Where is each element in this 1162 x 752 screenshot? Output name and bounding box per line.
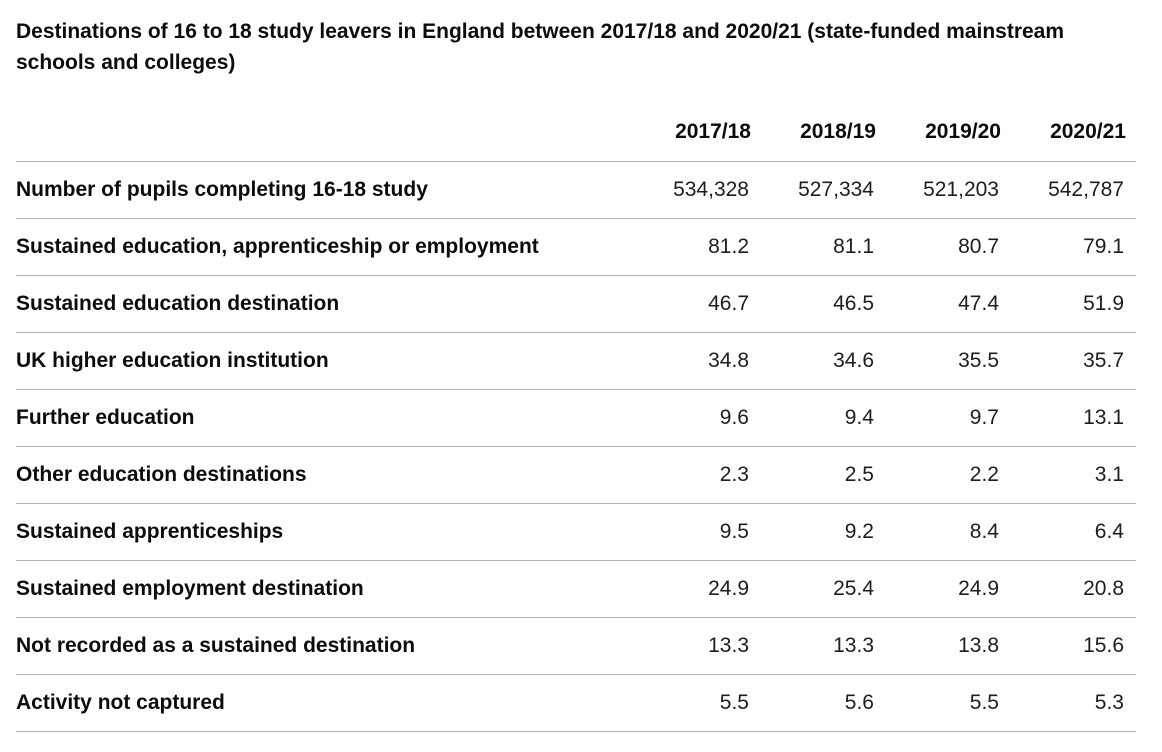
table-cell: 3.1	[1011, 446, 1136, 504]
row-label: Further education	[16, 389, 636, 447]
table-cell: 534,328	[636, 161, 761, 219]
table-cell: 13.1	[1011, 389, 1136, 447]
table-cell: 5.6	[761, 674, 886, 732]
table-cell: 2.3	[636, 446, 761, 504]
table-cell: 24.9	[886, 560, 1011, 618]
destinations-table: 2017/18 2018/19 2019/20 2020/21 Number o…	[16, 104, 1136, 732]
table-row: Sustained education destination 46.7 46.…	[16, 275, 1136, 333]
table-row: Activity not captured 5.5 5.6 5.5 5.3	[16, 674, 1136, 732]
table-cell: 35.5	[886, 332, 1011, 390]
table-cell: 527,334	[761, 161, 886, 219]
table-cell: 81.2	[636, 218, 761, 276]
column-header: 2019/20	[886, 104, 1011, 162]
table-row: Not recorded as a sustained destination …	[16, 617, 1136, 675]
header-row: 2017/18 2018/19 2019/20 2020/21	[16, 104, 1136, 162]
table-row: Other education destinations 2.3 2.5 2.2…	[16, 446, 1136, 504]
table-cell: 6.4	[1011, 503, 1136, 561]
table-row: Sustained apprenticeships 9.5 9.2 8.4 6.…	[16, 503, 1136, 561]
table-cell: 9.6	[636, 389, 761, 447]
table-cell: 34.8	[636, 332, 761, 390]
table-row: Number of pupils completing 16-18 study …	[16, 161, 1136, 219]
table-cell: 13.3	[636, 617, 761, 675]
table-cell: 34.6	[761, 332, 886, 390]
row-label: Sustained education, apprenticeship or e…	[16, 218, 636, 276]
table-caption: Destinations of 16 to 18 study leavers i…	[16, 20, 1065, 74]
table-row: Further education 9.6 9.4 9.7 13.1	[16, 389, 1136, 447]
column-header: 2020/21	[1011, 104, 1136, 162]
table-cell: 9.4	[761, 389, 886, 447]
row-label: Sustained employment destination	[16, 560, 636, 618]
table-cell: 46.7	[636, 275, 761, 333]
row-label: Other education destinations	[16, 446, 636, 504]
header-blank-cell	[16, 104, 636, 162]
table-cell: 13.8	[886, 617, 1011, 675]
table-cell: 24.9	[636, 560, 761, 618]
row-label: Activity not captured	[16, 674, 636, 732]
table-cell: 9.5	[636, 503, 761, 561]
row-label: Sustained apprenticeships	[16, 503, 636, 561]
row-label: UK higher education institution	[16, 332, 636, 390]
column-header: 2017/18	[636, 104, 761, 162]
table-cell: 521,203	[886, 161, 1011, 219]
table-cell: 9.7	[886, 389, 1011, 447]
table-cell: 81.1	[761, 218, 886, 276]
table-cell: 2.5	[761, 446, 886, 504]
row-label: Sustained education destination	[16, 275, 636, 333]
row-label: Not recorded as a sustained destination	[16, 617, 636, 675]
table-cell: 46.5	[761, 275, 886, 333]
row-label: Number of pupils completing 16-18 study	[16, 161, 636, 219]
table-cell: 51.9	[1011, 275, 1136, 333]
table-cell: 8.4	[886, 503, 1011, 561]
table-cell: 80.7	[886, 218, 1011, 276]
table-cell: 542,787	[1011, 161, 1136, 219]
table-cell: 5.5	[636, 674, 761, 732]
table-cell: 9.2	[761, 503, 886, 561]
table-cell: 79.1	[1011, 218, 1136, 276]
table-cell: 15.6	[1011, 617, 1136, 675]
table-cell: 13.3	[761, 617, 886, 675]
table-row: UK higher education institution 34.8 34.…	[16, 332, 1136, 390]
column-header: 2018/19	[761, 104, 886, 162]
table-cell: 47.4	[886, 275, 1011, 333]
table-cell: 5.5	[886, 674, 1011, 732]
table-cell: 20.8	[1011, 560, 1136, 618]
table-row: Sustained education, apprenticeship or e…	[16, 218, 1136, 276]
table-cell: 35.7	[1011, 332, 1136, 390]
table-cell: 5.3	[1011, 674, 1136, 732]
table-cell: 2.2	[886, 446, 1011, 504]
table-row: Sustained employment destination 24.9 25…	[16, 560, 1136, 618]
table-cell: 25.4	[761, 560, 886, 618]
